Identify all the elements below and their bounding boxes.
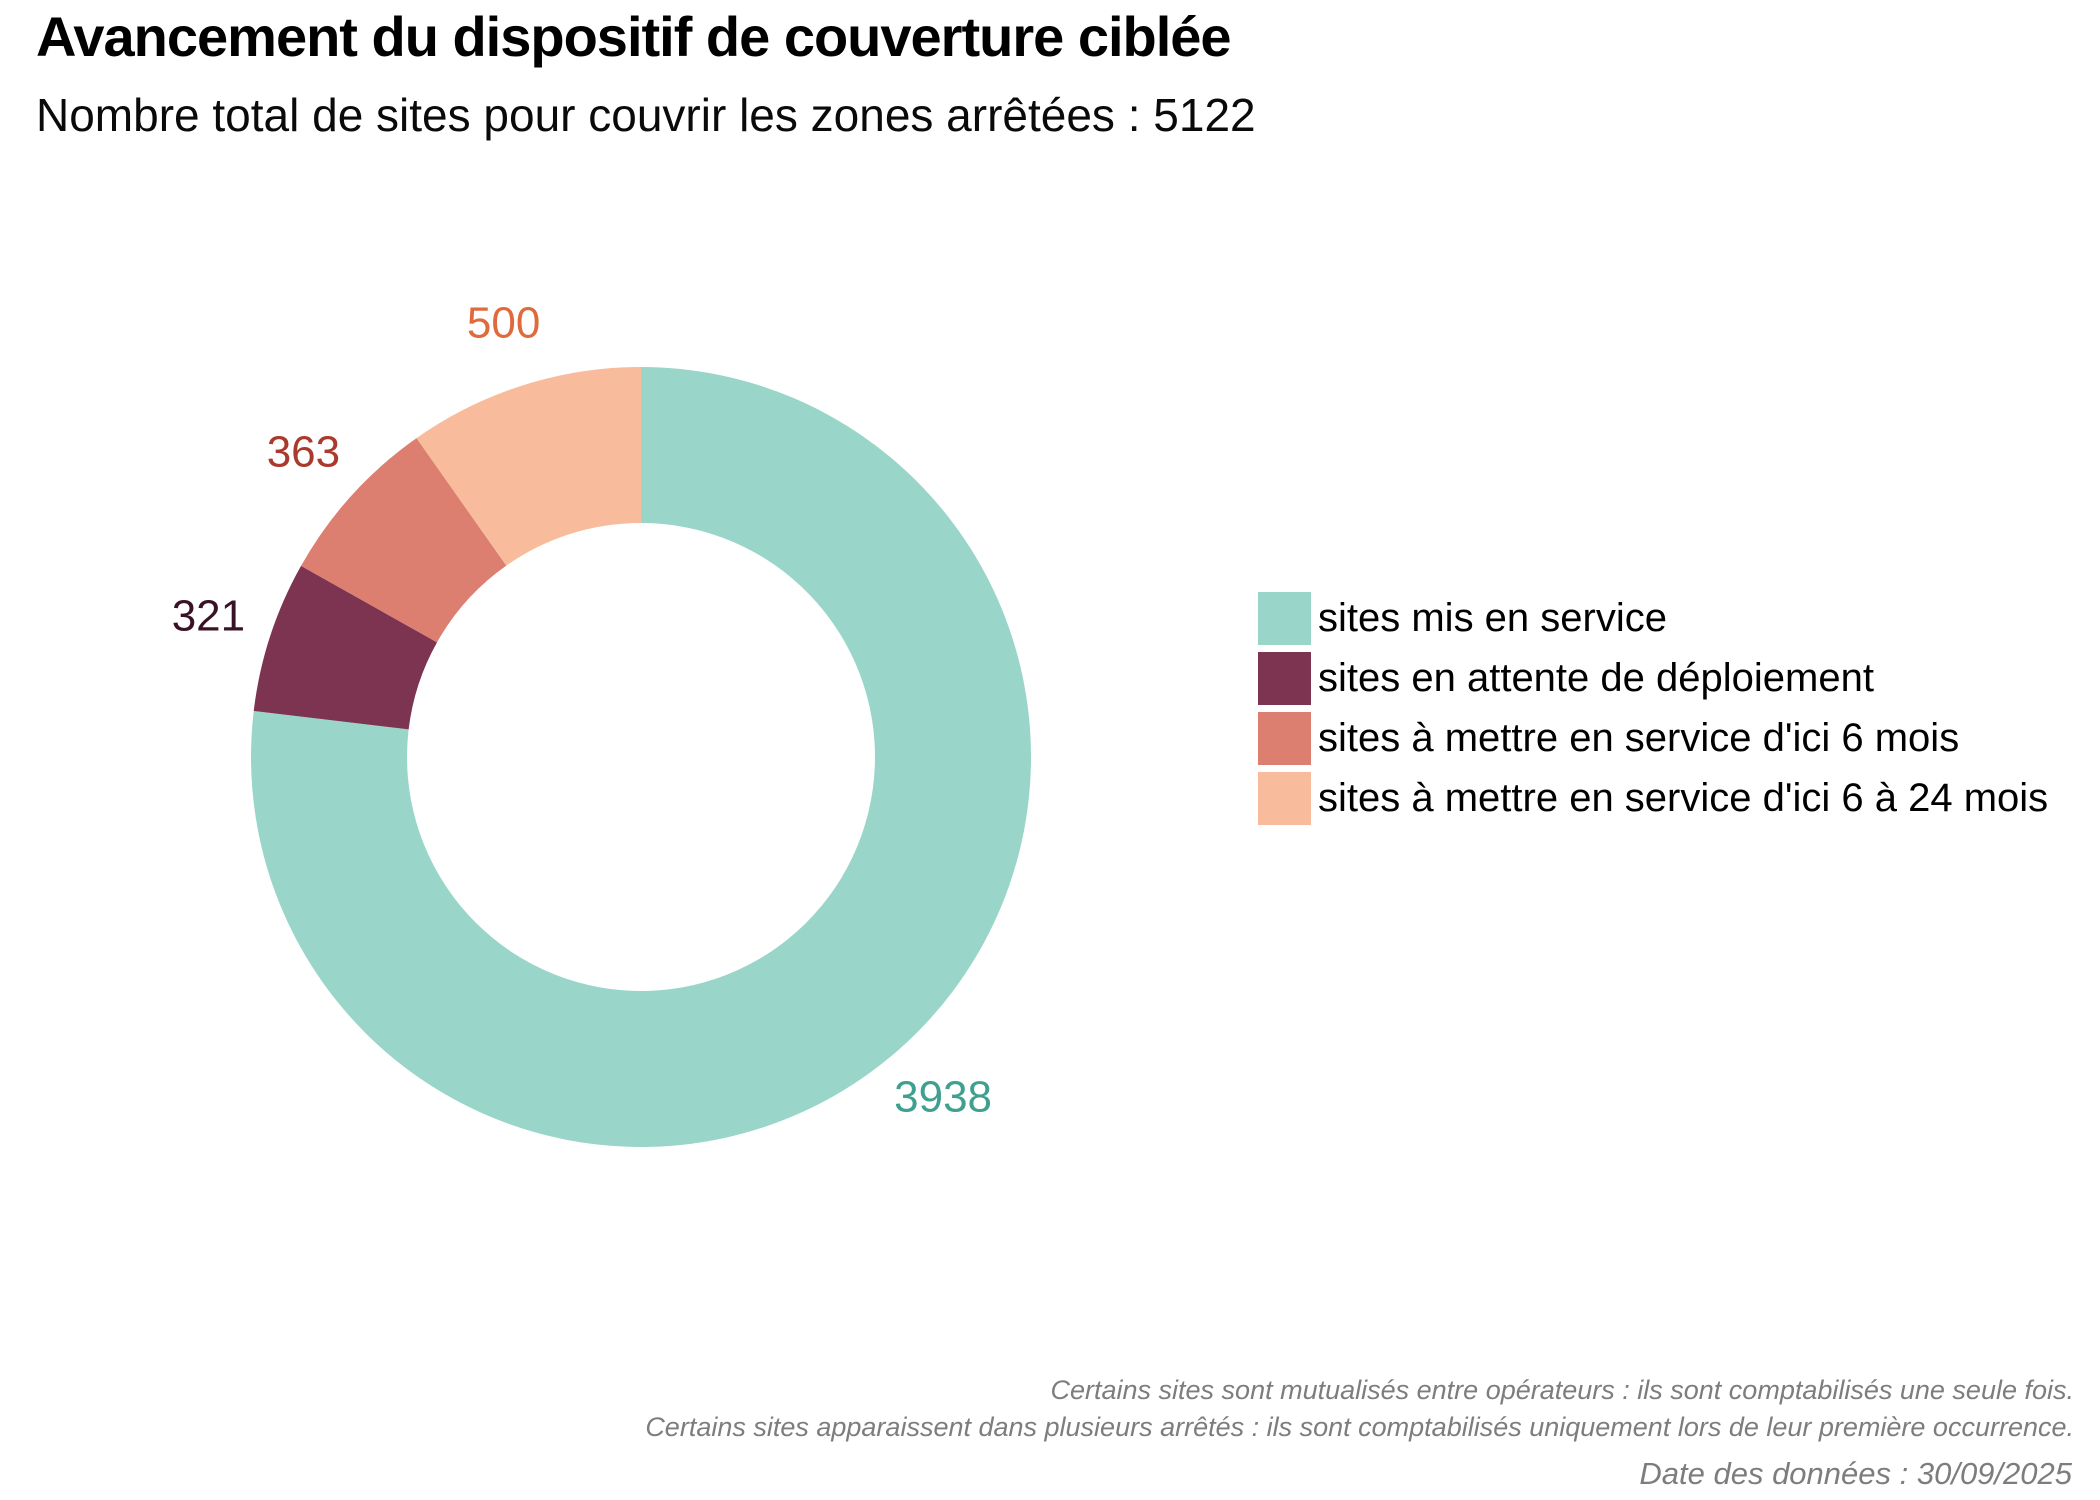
donut-segment-4 bbox=[416, 367, 641, 566]
donut-segment-3 bbox=[301, 438, 507, 643]
legend-label: sites en attente de déploiement bbox=[1318, 656, 1874, 700]
legend-swatch bbox=[1258, 712, 1311, 765]
legend-label: sites à mettre en service d'ici 6 mois bbox=[1318, 716, 1960, 760]
legend-swatch bbox=[1258, 772, 1311, 825]
footer-note-line-2: Certains sites apparaissent dans plusieu… bbox=[645, 1412, 2074, 1442]
page-subtitle: Nombre total de sites pour couvrir les z… bbox=[36, 89, 1256, 141]
donut-chart: 3938 321 363 500 bbox=[172, 299, 1032, 1147]
footer-note-line-1: Certains sites sont mutualisés entre opé… bbox=[1050, 1375, 2075, 1405]
page-title: Avancement du dispositif de couverture c… bbox=[36, 5, 1232, 68]
footer-notes: Certains sites sont mutualisés entre opé… bbox=[645, 1372, 2074, 1446]
donut-segment-1 bbox=[251, 367, 1032, 1147]
chart-legend: sites mis en service sites en attente de … bbox=[1258, 592, 2048, 832]
legend-item-4: sites à mettre en service d'ici 6 à 24 m… bbox=[1258, 772, 2048, 825]
donut-segment-2 bbox=[253, 565, 438, 730]
legend-swatch bbox=[1258, 592, 1311, 645]
legend-item-3: sites à mettre en service d'ici 6 mois bbox=[1258, 712, 2048, 765]
segment-value-label: 321 bbox=[172, 591, 245, 640]
legend-label: sites à mettre en service d'ici 6 à 24 m… bbox=[1318, 776, 2049, 820]
legend-item-2: sites en attente de déploiement bbox=[1258, 652, 2048, 705]
footer-date: Date des données : 30/09/2025 bbox=[1639, 1456, 2072, 1491]
segment-value-label: 363 bbox=[267, 428, 340, 477]
legend-label: sites mis en service bbox=[1318, 596, 1667, 640]
segment-value-label: 500 bbox=[467, 299, 540, 348]
legend-item-1: sites mis en service bbox=[1258, 592, 2048, 645]
legend-swatch bbox=[1258, 652, 1311, 705]
segment-value-label: 3938 bbox=[894, 1073, 992, 1122]
